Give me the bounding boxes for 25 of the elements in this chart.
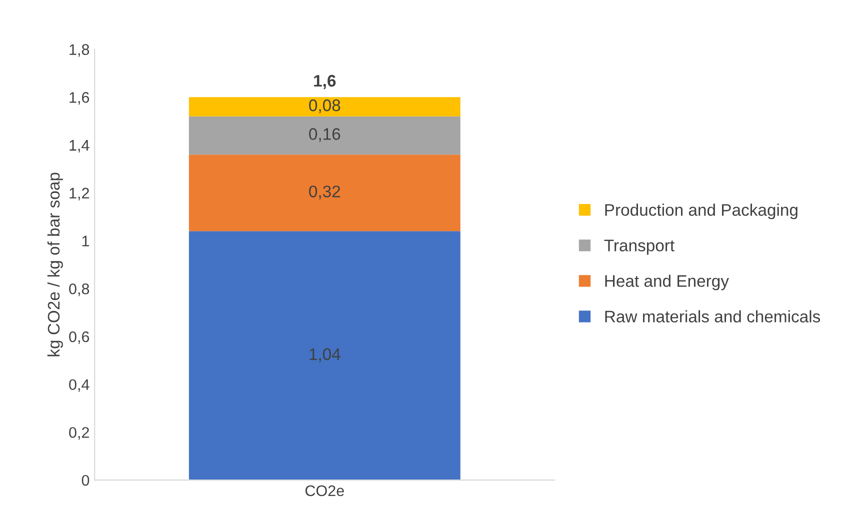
- y-tick-label: 1,4: [70, 140, 90, 153]
- y-tick-label: 0,6: [69, 331, 90, 344]
- x-tick-label: CO2e: [305, 485, 344, 496]
- data-label: 0,32: [309, 186, 340, 200]
- legend-label: Heat and Energy: [605, 274, 729, 290]
- data-label: 1,04: [310, 348, 340, 362]
- legend-label: Production and Packaging: [605, 204, 798, 220]
- y-tick-label: 1,2: [70, 188, 89, 200]
- y-tick-label: 1,8: [70, 44, 90, 57]
- y-axis-title: kg CO2e / kg of bar soap: [47, 172, 63, 356]
- legend-label: Raw materials and chemicals: [605, 310, 820, 322]
- y-tick-label: 0: [82, 474, 90, 486]
- total-label: 1,6: [314, 74, 336, 90]
- y-tick-label: 1: [82, 236, 89, 246]
- y-tick-label: 0,8: [69, 283, 90, 296]
- bar: [188, 97, 460, 116]
- bar: [188, 116, 460, 155]
- data-label: 0,08: [309, 99, 340, 114]
- y-tick-label: 0,2: [69, 427, 89, 440]
- y-tick-label: 1,6: [70, 92, 90, 105]
- data-label: 0,16: [309, 128, 340, 142]
- bar: [188, 231, 460, 480]
- y-tick-label: 0,4: [69, 379, 90, 392]
- bar: [188, 154, 460, 232]
- legend-label: Transport: [604, 240, 674, 255]
